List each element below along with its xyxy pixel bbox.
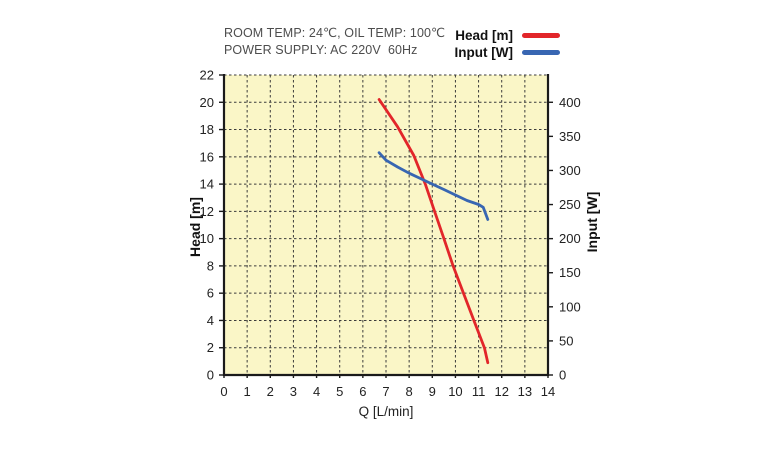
y-right-tick-label: 100: [559, 299, 581, 314]
y-right-tick-label: 250: [559, 197, 581, 212]
y-left-tick-label: 2: [207, 340, 214, 355]
y-left-tick-label: 18: [200, 122, 214, 137]
x-axis-tick-label: 10: [448, 384, 462, 399]
y-left-tick-label: 14: [200, 177, 214, 192]
y-right-tick-label: 50: [559, 333, 573, 348]
x-axis-tick-label: 12: [494, 384, 508, 399]
y-right-tick-label: 150: [559, 265, 581, 280]
legend-label-input: Input [W]: [454, 45, 513, 60]
y-left-tick-label: 16: [200, 149, 214, 164]
x-axis-tick-label: 3: [290, 384, 297, 399]
x-axis-tick-label: 5: [336, 384, 343, 399]
y-left-tick-label: 8: [207, 258, 214, 273]
x-axis-tick-label: 14: [541, 384, 555, 399]
y-left-tick-label: 20: [200, 95, 214, 110]
x-axis-tick-label: 9: [429, 384, 436, 399]
series-line-head: [377, 98, 490, 365]
y-left-tick-label: 4: [207, 313, 214, 328]
y-left-tick-label: 10: [200, 231, 214, 246]
legend-label-head: Head [m]: [455, 28, 513, 43]
series-line-input: [377, 151, 490, 221]
y-right-tick-label: 400: [559, 95, 581, 110]
y-right-tick-label: 300: [559, 163, 581, 178]
condition-line-temp: ROOM TEMP: 24℃, OIL TEMP: 100℃: [224, 26, 446, 40]
y-left-tick-label: 22: [200, 68, 214, 83]
y-left-tick-label: 12: [200, 204, 214, 219]
condition-line-power: POWER SUPPLY: AC 220V 60Hz: [224, 43, 418, 57]
x-axis-tick-label: 0: [220, 384, 227, 399]
x-axis-title: Q [L/min]: [358, 404, 414, 419]
x-axis-tick-label: 6: [359, 384, 366, 399]
y-right-tick-label: 350: [559, 129, 581, 144]
legend-line-swatch-blue: [522, 50, 560, 55]
legend-item-head: Head [m]: [440, 27, 560, 44]
test-conditions: ROOM TEMP: 24℃, OIL TEMP: 100℃ POWER SUP…: [224, 25, 445, 59]
x-axis-tick-label: 1: [244, 384, 251, 399]
x-axis-tick-label: 2: [267, 384, 274, 399]
x-axis-tick-label: 7: [382, 384, 389, 399]
y-right-tick-label: 0: [559, 368, 566, 383]
x-axis-tick-label: 8: [406, 384, 413, 399]
x-axis-tick-label: 13: [518, 384, 532, 399]
x-axis-tick-label: 11: [472, 384, 486, 399]
x-axis-tick-label: 4: [313, 384, 320, 399]
legend: Head [m] Input [W]: [440, 27, 560, 61]
y-right-tick-label: 200: [559, 231, 581, 246]
y-left-tick-label: 0: [207, 368, 214, 383]
legend-line-swatch-red: [522, 33, 560, 38]
y-left-tick-label: 6: [207, 286, 214, 301]
legend-item-input: Input [W]: [440, 44, 560, 61]
